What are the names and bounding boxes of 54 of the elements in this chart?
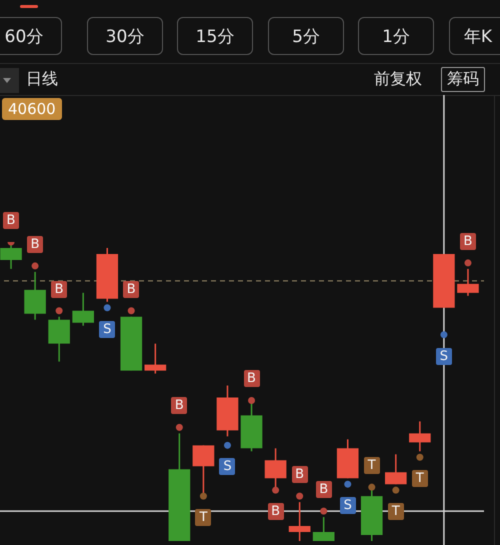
point: [32, 262, 39, 270]
text: B: [464, 234, 472, 249]
point: [128, 307, 135, 314]
point: [440, 331, 448, 338]
text: B: [174, 398, 184, 414]
text: 60分: [0, 17, 62, 55]
text: B: [319, 482, 328, 498]
point: [320, 508, 328, 515]
point: [392, 486, 400, 494]
candlestick: [288, 501, 310, 542]
series-label: S: [99, 320, 116, 338]
point: [200, 492, 207, 500]
candlestick: [457, 268, 479, 297]
text: 40600: [2, 98, 62, 120]
point: [296, 492, 304, 500]
point: [104, 304, 111, 312]
text: 15分: [177, 17, 253, 55]
text: S: [344, 498, 352, 514]
point: [176, 424, 183, 431]
point: [344, 480, 352, 488]
text: B: [295, 467, 304, 482]
candlestick: [409, 420, 431, 452]
candlestick: [312, 516, 334, 542]
text: 5分: [268, 17, 344, 55]
text: T: [199, 510, 208, 526]
point: [368, 484, 376, 491]
text: 年K: [449, 17, 500, 55]
series-label: T: [388, 503, 404, 520]
point: [416, 454, 424, 461]
point: [224, 442, 231, 449]
point: [248, 396, 256, 404]
point: [464, 259, 472, 266]
text: S: [223, 459, 232, 474]
text: B: [6, 213, 16, 228]
text: 前复权: [374, 69, 422, 90]
text: B: [247, 371, 256, 386]
text: T: [416, 471, 424, 486]
point: [56, 307, 63, 314]
point: [272, 486, 280, 494]
text: B: [30, 236, 40, 252]
text: 1分: [358, 17, 434, 55]
text: 30分: [87, 17, 163, 55]
candlestick: [72, 292, 94, 326]
text: 日线: [26, 69, 58, 90]
text: B: [54, 282, 64, 297]
candlestick: [385, 454, 407, 485]
text: 筹码: [441, 67, 485, 92]
text: B: [126, 282, 136, 297]
candlestick: [48, 316, 70, 362]
text: S: [440, 348, 448, 364]
series-label: B: [268, 503, 284, 520]
candlestick: [144, 342, 166, 374]
candlestick: [24, 271, 46, 320]
text: T: [368, 458, 376, 474]
